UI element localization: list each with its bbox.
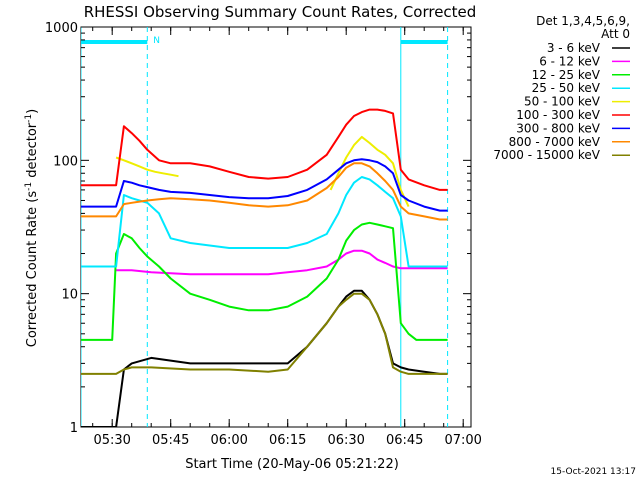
x-tick-label: 06:30 bbox=[327, 433, 364, 448]
legend-label: 50 - 100 keV bbox=[524, 95, 601, 109]
x-tick-label: 05:30 bbox=[93, 433, 130, 448]
series-line-1 bbox=[116, 249, 448, 276]
legend-label: 300 - 800 keV bbox=[516, 121, 600, 135]
legend-label: 6 - 12 keV bbox=[539, 54, 601, 68]
footer-timestamp: 15-Oct-2021 13:17 bbox=[551, 467, 636, 477]
y-tick-label: 1000 bbox=[45, 21, 78, 36]
series-line-4 bbox=[115, 156, 179, 178]
x-tick-label: 06:15 bbox=[269, 433, 306, 448]
x-axis-label: Start Time (20-May-06 05:21:22) bbox=[185, 457, 399, 472]
chart-title: RHESSI Observing Summary Count Rates, Co… bbox=[84, 3, 477, 21]
legend-label: 800 - 7000 keV bbox=[509, 135, 601, 149]
series-line-2 bbox=[81, 221, 448, 341]
series-line-8 bbox=[81, 162, 448, 221]
legend-header-line1: Det 1,3,4,5,6,9, bbox=[536, 14, 630, 28]
series-line-6 bbox=[81, 108, 448, 191]
y-tick-label: 100 bbox=[53, 154, 78, 169]
series-line-5 bbox=[329, 135, 410, 208]
legend-header-line2: Att 0 bbox=[601, 27, 630, 41]
series-line-7 bbox=[81, 158, 448, 212]
y-tick-label: 10 bbox=[61, 288, 78, 303]
legend-label: 25 - 50 keV bbox=[532, 81, 601, 95]
x-tick-label: 07:00 bbox=[444, 433, 481, 448]
legend-label: 12 - 25 keV bbox=[532, 68, 601, 82]
legend-label: 100 - 300 keV bbox=[516, 108, 600, 122]
y-tick-label: 1 bbox=[70, 421, 78, 436]
night-marker-label: N bbox=[153, 36, 160, 46]
y-axis-label: Corrected Count Rate (s-1 detector-1) bbox=[24, 109, 40, 347]
legend-label: 3 - 6 keV bbox=[547, 41, 601, 55]
x-tick-label: 05:45 bbox=[152, 433, 189, 448]
legend-label: 7000 - 15000 keV bbox=[493, 148, 600, 162]
series-line-9 bbox=[81, 292, 448, 375]
x-tick-label: 06:45 bbox=[386, 433, 423, 448]
x-tick-label: 06:00 bbox=[210, 433, 247, 448]
series-line-3 bbox=[81, 176, 448, 268]
